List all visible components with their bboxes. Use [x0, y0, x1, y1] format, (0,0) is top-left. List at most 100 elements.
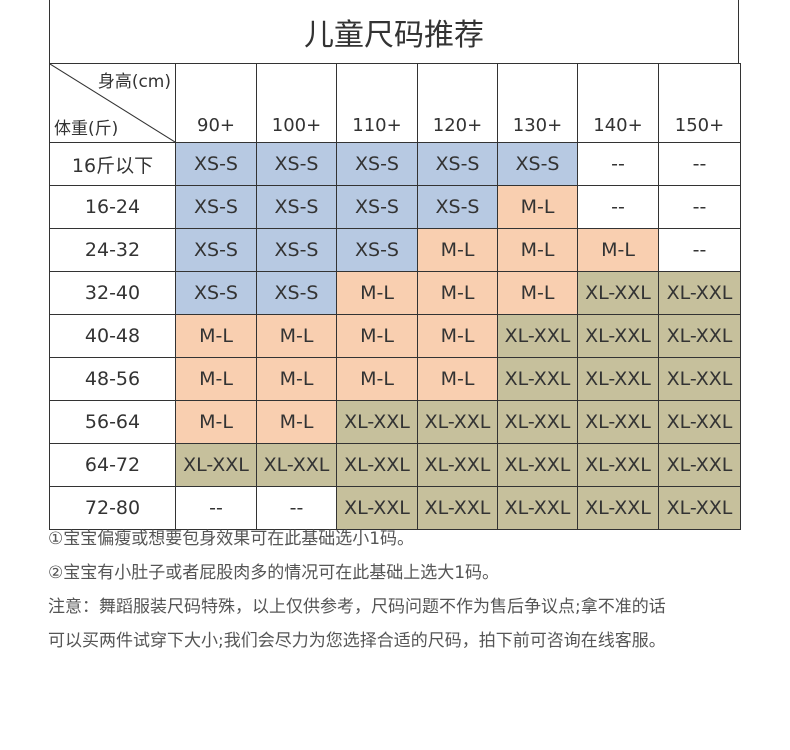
header-row: 身高(cm) 体重(斤) 90+ 100+ 110+ 120+ 130+ 140… — [49, 63, 741, 143]
size-cell: M-L — [417, 357, 498, 401]
size-cell: -- — [577, 185, 659, 229]
table-row: 24-32 XS-S XS-S XS-S M-L M-L M-L -- — [49, 228, 741, 272]
size-cell: XL-XXL — [577, 271, 659, 315]
size-cell: XL-XXL — [256, 443, 337, 487]
size-cell: XL-XXL — [577, 486, 659, 530]
column-header: 100+ — [256, 63, 337, 143]
size-cell: XL-XXL — [577, 357, 659, 401]
size-cell: M-L — [417, 228, 498, 272]
column-header: 130+ — [497, 63, 578, 143]
size-cell: XL-XXL — [658, 357, 741, 401]
size-cell: XL-XXL — [577, 443, 659, 487]
size-cell: XS-S — [256, 228, 337, 272]
size-cell: M-L — [417, 314, 498, 358]
size-table: 身高(cm) 体重(斤) 90+ 100+ 110+ 120+ 130+ 140… — [49, 63, 741, 530]
size-cell: XL-XXL — [577, 314, 659, 358]
size-cell: XS-S — [256, 142, 337, 186]
size-cell: XL-XXL — [336, 486, 418, 530]
diagonal-line — [50, 64, 175, 142]
size-cell: XL-XXL — [497, 400, 578, 444]
note-line: ②宝宝有小肚子或者屁股肉多的情况可在此基础上选大1码。 — [48, 563, 500, 583]
size-cell: XL-XXL — [658, 400, 741, 444]
column-header: 120+ — [417, 63, 498, 143]
size-cell: XS-S — [336, 228, 418, 272]
size-cell: XS-S — [497, 142, 578, 186]
size-cell: XS-S — [175, 185, 257, 229]
size-cell: XS-S — [417, 185, 498, 229]
weight-label: 32-40 — [49, 271, 176, 315]
column-header: 110+ — [336, 63, 418, 143]
size-cell: M-L — [417, 271, 498, 315]
chart-title: 儿童尺码推荐 — [49, 0, 739, 63]
size-cell: XS-S — [336, 142, 418, 186]
size-cell: M-L — [256, 400, 337, 444]
table-row: 16-24 XS-S XS-S XS-S XS-S M-L -- -- — [49, 185, 741, 229]
table-row: 16斤以下 XS-S XS-S XS-S XS-S XS-S -- -- — [49, 142, 741, 186]
corner-cell: 身高(cm) 体重(斤) — [49, 63, 176, 143]
column-header: 150+ — [658, 63, 741, 143]
weight-label: 56-64 — [49, 400, 176, 444]
size-cell: XL-XXL — [175, 443, 257, 487]
table-row: 56-64 M-L M-L XL-XXL XL-XXL XL-XXL XL-XXL XL-XX… — [49, 400, 741, 444]
size-cell: XL-XXL — [336, 400, 418, 444]
size-cell: M-L — [256, 314, 337, 358]
size-cell: XL-XXL — [497, 486, 578, 530]
size-cell: M-L — [336, 271, 418, 315]
note-line: 注意：舞蹈服装尺码特殊，以上仅供参考，尺码问题不作为售后争议点;拿不准的话 — [48, 597, 666, 617]
weight-label: 16斤以下 — [49, 142, 176, 186]
size-cell: M-L — [577, 228, 659, 272]
size-cell: XS-S — [175, 142, 257, 186]
size-cell: M-L — [497, 185, 578, 229]
size-cell: M-L — [497, 228, 578, 272]
size-cell: XS-S — [256, 185, 337, 229]
height-axis-label: 身高(cm) — [97, 72, 171, 92]
column-header: 90+ — [175, 63, 257, 143]
size-cell: -- — [175, 486, 257, 530]
size-cell: XL-XXL — [658, 443, 741, 487]
size-cell: XL-XXL — [658, 486, 741, 530]
size-cell: M-L — [336, 357, 418, 401]
note-line: ①宝宝偏瘦或想要包身效果可在此基础选小1码。 — [48, 529, 415, 549]
size-cell: XS-S — [336, 185, 418, 229]
size-cell: XL-XXL — [417, 443, 498, 487]
weight-axis-label: 体重(斤) — [54, 119, 119, 139]
table-row: 72-80 -- -- XL-XXL XL-XXL XL-XXL XL-XXL XL-XXL — [49, 486, 741, 530]
table-row: 40-48 M-L M-L M-L M-L XL-XXL XL-XXL XL-XXL — [49, 314, 741, 358]
size-cell: XL-XXL — [417, 400, 498, 444]
size-cell: XS-S — [175, 228, 257, 272]
size-cell: XL-XXL — [417, 486, 498, 530]
size-cell: M-L — [175, 314, 257, 358]
notes: ①宝宝偏瘦或想要包身效果可在此基础选小1码。 ②宝宝有小肚子或者屁股肉多的情况可… — [48, 522, 778, 658]
size-cell: XL-XXL — [658, 314, 741, 358]
table-row: 48-56 M-L M-L M-L M-L XL-XXL XL-XXL XL-XXL — [49, 357, 741, 401]
size-cell: XL-XXL — [658, 271, 741, 315]
size-cell: -- — [658, 142, 741, 186]
weight-label: 16-24 — [49, 185, 176, 229]
size-cell: XL-XXL — [497, 314, 578, 358]
size-cell: XL-XXL — [497, 443, 578, 487]
table-row: 64-72 XL-XXL XL-XXL XL-XXL XL-XXL XL-XXL XL-XX… — [49, 443, 741, 487]
column-header: 140+ — [577, 63, 659, 143]
size-cell: -- — [256, 486, 337, 530]
size-cell: -- — [658, 228, 741, 272]
size-cell: M-L — [175, 357, 257, 401]
size-cell: XL-XXL — [336, 443, 418, 487]
size-cell: XS-S — [417, 142, 498, 186]
size-cell: XS-S — [175, 271, 257, 315]
size-cell: -- — [658, 185, 741, 229]
weight-label: 72-80 — [49, 486, 176, 530]
size-cell: M-L — [336, 314, 418, 358]
size-cell: XS-S — [256, 271, 337, 315]
size-cell: -- — [577, 142, 659, 186]
weight-label: 24-32 — [49, 228, 176, 272]
size-cell: M-L — [256, 357, 337, 401]
size-cell: XL-XXL — [497, 357, 578, 401]
size-cell: M-L — [497, 271, 578, 315]
weight-label: 40-48 — [49, 314, 176, 358]
table-row: 32-40 XS-S XS-S M-L M-L M-L XL-XXL XL-XXL — [49, 271, 741, 315]
size-cell: M-L — [175, 400, 257, 444]
weight-label: 64-72 — [49, 443, 176, 487]
weight-label: 48-56 — [49, 357, 176, 401]
size-cell: XL-XXL — [577, 400, 659, 444]
note-line: 可以买两件试穿下大小;我们会尽力为您选择合适的尺码，拍下前可咨询在线客服。 — [48, 631, 666, 651]
